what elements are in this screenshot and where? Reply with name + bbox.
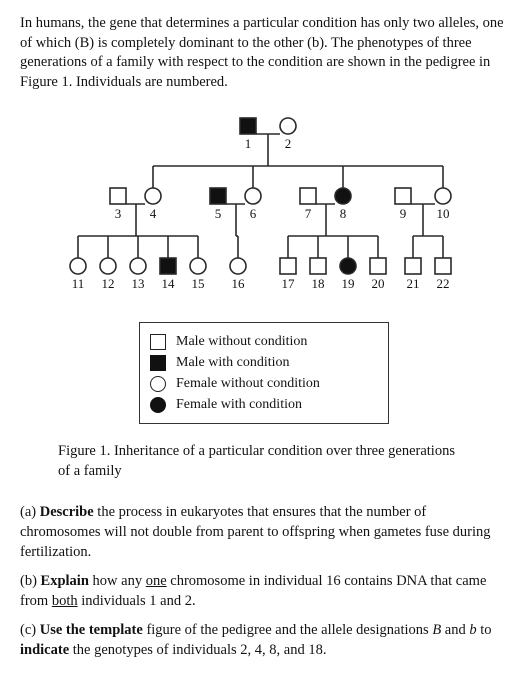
svg-text:1: 1 — [245, 136, 252, 151]
q-b-rest3: individuals 1 and 2. — [78, 593, 196, 609]
q-c-it2: b — [469, 622, 476, 638]
square-filled-icon — [150, 355, 166, 371]
q-a-lead: (a) — [20, 504, 40, 520]
svg-text:18: 18 — [312, 276, 325, 291]
question-a: (a) Describe the process in eukaryotes t… — [20, 503, 508, 562]
svg-text:16: 16 — [232, 276, 246, 291]
q-b-lead: (b) — [20, 573, 41, 589]
svg-text:12: 12 — [102, 276, 115, 291]
svg-text:5: 5 — [215, 206, 222, 221]
legend-box: Male without condition Male with conditi… — [139, 322, 389, 424]
q-c-mid3: to — [477, 622, 492, 638]
svg-text:11: 11 — [72, 276, 85, 291]
svg-text:6: 6 — [250, 206, 257, 221]
legend-label: Female without condition — [176, 373, 320, 394]
circle-open-icon — [150, 376, 166, 392]
square-open-icon — [150, 334, 166, 350]
legend-female-with: Female with condition — [150, 394, 378, 415]
legend-label: Male without condition — [176, 331, 307, 352]
figure-caption: Figure 1. Inheritance of a particular co… — [58, 442, 470, 481]
svg-text:4: 4 — [150, 206, 157, 221]
legend-male-with: Male with condition — [150, 352, 378, 373]
svg-text:14: 14 — [162, 276, 176, 291]
svg-text:15: 15 — [192, 276, 205, 291]
svg-text:8: 8 — [340, 206, 347, 221]
svg-text:20: 20 — [372, 276, 385, 291]
svg-text:2: 2 — [285, 136, 292, 151]
legend-female-without: Female without condition — [150, 373, 378, 394]
q-c-mid2: and — [441, 622, 469, 638]
q-b-ul1: one — [146, 573, 167, 589]
q-b-bold: Explain — [41, 573, 89, 589]
pedigree-figure: 12345678910111213141516171819202122 — [20, 106, 508, 316]
svg-text:13: 13 — [132, 276, 145, 291]
q-b-ul2: both — [52, 593, 78, 609]
svg-text:21: 21 — [407, 276, 420, 291]
question-c: (c) Use the template figure of the pedig… — [20, 621, 508, 660]
intro-text: In humans, the gene that determines a pa… — [20, 14, 508, 92]
svg-text:17: 17 — [282, 276, 296, 291]
pedigree-svg: 12345678910111213141516171819202122 — [20, 106, 508, 316]
circle-filled-icon — [150, 397, 166, 413]
svg-text:7: 7 — [305, 206, 312, 221]
legend-label: Male with condition — [176, 352, 290, 373]
q-c-mid: figure of the pedigree and the allele de… — [143, 622, 433, 638]
q-c-lead: (c) — [20, 622, 40, 638]
q-c-it1: B — [432, 622, 441, 638]
svg-text:3: 3 — [115, 206, 122, 221]
svg-text:9: 9 — [400, 206, 407, 221]
svg-text:22: 22 — [437, 276, 450, 291]
q-b-rest1: how any — [89, 573, 146, 589]
q-c-bold1: Use the template — [40, 622, 143, 638]
legend-label: Female with condition — [176, 394, 302, 415]
svg-text:19: 19 — [342, 276, 355, 291]
q-a-bold: Describe — [40, 504, 94, 520]
question-b: (b) Explain how any one chromosome in in… — [20, 572, 508, 611]
svg-text:10: 10 — [437, 206, 450, 221]
legend-male-without: Male without condition — [150, 331, 378, 352]
